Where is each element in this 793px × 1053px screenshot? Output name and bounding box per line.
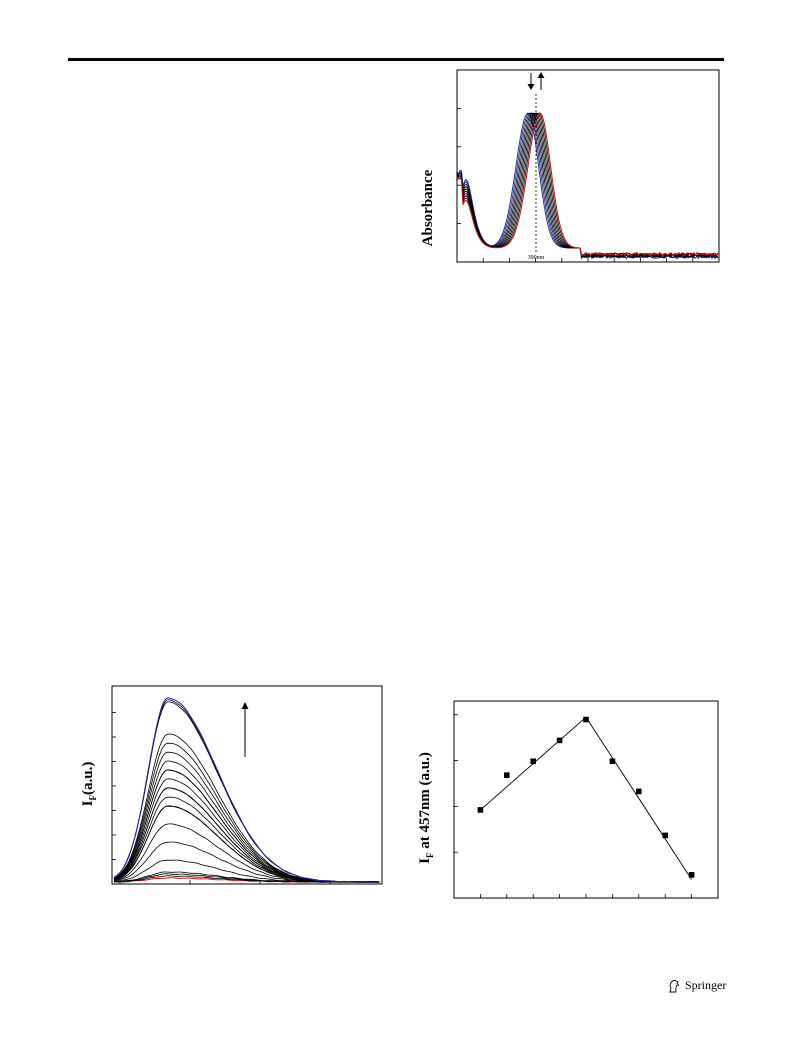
absorption-svg: Absorbance 390nm (420, 69, 720, 263)
fluorescence-series-line (113, 697, 380, 883)
header-rule (68, 58, 724, 61)
job-plot-point (662, 832, 668, 839)
fluorescence-chart: IF(a.u.) (68, 684, 388, 889)
job-plot-chart: IF at 457nm (a.u.) (405, 696, 723, 906)
job-plot-point (504, 772, 510, 778)
fluorescence-arrow-up (241, 702, 249, 757)
absorption-y-label: Absorbance (420, 169, 436, 246)
absorption-series-line (456, 112, 719, 258)
job-plot-fit-line (585, 716, 692, 880)
springer-logo: Springer (668, 978, 726, 993)
absorption-series-line (456, 112, 719, 259)
absorption-series-line (456, 112, 719, 260)
absorption-series-line (456, 112, 719, 257)
absorption-series-line (456, 112, 719, 258)
springer-horse-icon (669, 979, 680, 992)
absorption-series-line (456, 112, 719, 258)
job-plot-y-label: IF at 457nm (a.u.) (417, 752, 435, 864)
absorption-plot-frame (456, 69, 720, 263)
fluorescence-y-label: IF(a.u.) (80, 762, 98, 807)
job-plot-point (556, 737, 563, 744)
absorption-series-line (456, 112, 719, 257)
fluorescence-plot-frame (111, 685, 383, 885)
fluorescence-svg: IF(a.u.) (80, 685, 383, 885)
springer-label: Springer (685, 978, 727, 992)
absorption-series-line (456, 112, 719, 257)
job-plot-point (530, 758, 536, 765)
job-plot-point (688, 872, 695, 878)
fluorescence-series-line (113, 742, 380, 883)
absorption-arrow-down (527, 73, 535, 90)
job-plot-svg: IF at 457nm (a.u.) (417, 700, 719, 899)
absorption-chart: Absorbance 390nm (405, 68, 723, 273)
job-plot-frame (453, 700, 719, 899)
job-plot-point (583, 716, 589, 723)
absorption-series-line (456, 112, 719, 259)
job-plot-point (609, 758, 616, 765)
absorption-annotation: 390nm (528, 255, 545, 261)
job-plot-point (477, 807, 484, 813)
fluorescence-series-line (113, 760, 380, 883)
absorption-arrow-up (537, 72, 545, 90)
absorption-series-line (456, 112, 719, 259)
job-plot-point (636, 788, 642, 795)
